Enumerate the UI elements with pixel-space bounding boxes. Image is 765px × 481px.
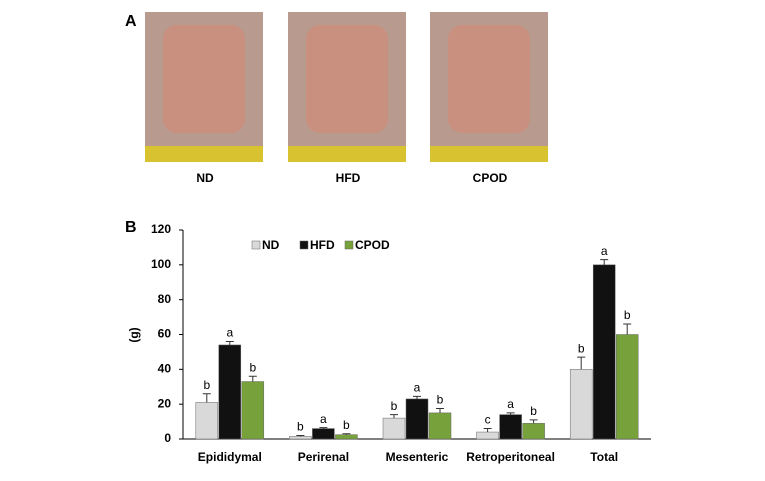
panel-label: B — [125, 219, 137, 236]
significance-letter: b — [343, 418, 350, 432]
error-bar — [483, 428, 492, 433]
bar — [569, 369, 593, 440]
bar — [405, 398, 429, 440]
legend-swatch — [344, 240, 354, 250]
bar — [428, 412, 452, 440]
ruler — [288, 146, 406, 162]
x-tick-label: Retroperitoneal — [466, 450, 555, 464]
bar — [592, 264, 616, 440]
error-bar — [202, 393, 211, 403]
bar — [312, 428, 335, 440]
y-tick-label: 100 — [151, 257, 171, 271]
bar — [335, 434, 358, 440]
error-bar — [225, 340, 234, 345]
x-tick-label: Epididymal — [198, 450, 262, 464]
legend-label: ND — [262, 238, 280, 252]
photo-body — [163, 25, 245, 133]
bar — [615, 334, 639, 440]
legend-swatch — [251, 240, 261, 250]
y-tick-label: 40 — [158, 362, 172, 376]
photo-label: HFD — [336, 171, 361, 185]
panel-label: A — [125, 13, 137, 30]
error-bar — [506, 412, 515, 415]
significance-letter: a — [320, 412, 327, 426]
photo-body — [448, 25, 530, 133]
photo-body — [306, 25, 388, 133]
bar — [382, 417, 406, 440]
photo-label: ND — [196, 171, 214, 185]
error-bar — [577, 356, 586, 370]
error-bar — [436, 408, 444, 413]
significance-letter: c — [485, 413, 491, 427]
bar — [499, 414, 522, 440]
error-bar — [390, 414, 398, 419]
significance-letter: a — [507, 397, 514, 411]
bar — [195, 402, 219, 440]
ruler — [145, 146, 263, 162]
y-tick-label: 20 — [158, 396, 172, 410]
y-axis-label: (g) — [127, 327, 141, 342]
error-bar — [413, 395, 421, 399]
x-tick-label: Total — [590, 450, 618, 464]
legend-swatch — [299, 240, 309, 250]
error-bar — [296, 435, 305, 437]
x-tick-label: Mesenteric — [386, 450, 449, 464]
y-tick-label: 120 — [151, 222, 171, 236]
bar — [289, 436, 312, 440]
legend-label: CPOD — [355, 238, 390, 252]
y-tick-label: 0 — [164, 431, 171, 445]
significance-letter: b — [437, 393, 444, 407]
error-bar — [600, 259, 609, 265]
x-tick-label: Perirenal — [298, 450, 349, 464]
significance-letter: a — [601, 244, 608, 258]
y-tick-label: 80 — [158, 292, 172, 306]
significance-letter: b — [578, 341, 585, 355]
error-bar — [342, 433, 351, 435]
significance-letter: b — [203, 378, 210, 392]
legend-label: HFD — [310, 238, 335, 252]
bar — [218, 344, 242, 440]
error-bar — [248, 375, 257, 382]
significance-letter: b — [391, 399, 398, 413]
significance-letter: b — [530, 404, 537, 418]
significance-letter: a — [414, 381, 421, 395]
significance-letter: b — [297, 420, 304, 434]
y-tick-label: 60 — [158, 327, 172, 341]
bar — [476, 431, 499, 440]
photo-label: CPOD — [473, 171, 508, 185]
error-bar — [529, 419, 538, 424]
bar — [241, 381, 265, 440]
significance-letter: b — [624, 308, 631, 322]
error-bar — [319, 427, 328, 429]
error-bar — [623, 323, 632, 335]
significance-letter: a — [226, 326, 233, 340]
bar — [522, 423, 545, 440]
significance-letter: b — [249, 360, 256, 374]
ruler — [430, 146, 548, 162]
